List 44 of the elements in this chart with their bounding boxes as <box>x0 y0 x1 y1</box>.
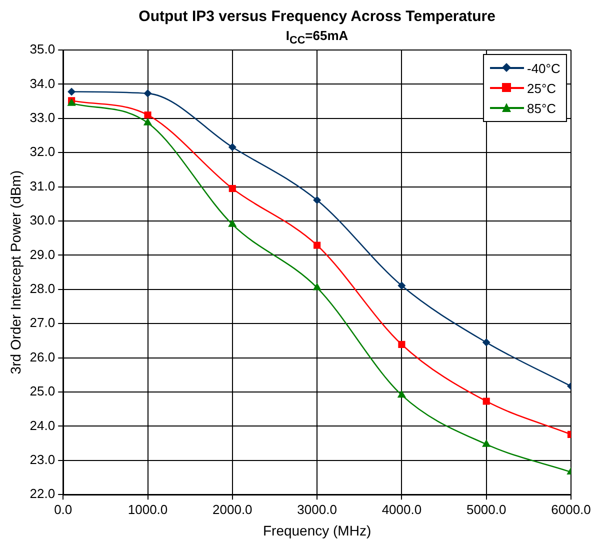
y-tick-label: 28.0 <box>30 280 56 296</box>
point <box>482 338 490 346</box>
point <box>314 242 321 249</box>
point <box>312 282 322 290</box>
y-tick-label: 25.0 <box>30 384 56 399</box>
y-tick-label: 32.0 <box>30 144 56 160</box>
y-tick-label: 34.0 <box>30 76 56 91</box>
legend-label: -40°C <box>527 60 560 76</box>
y-tick-label: 29.0 <box>30 246 56 262</box>
point <box>228 184 236 192</box>
y-tick-label: 24.0 <box>30 418 56 433</box>
y-tick-label: 23.0 <box>30 452 56 467</box>
chart-subtitle: I$_{CC}$=65mA <box>286 28 348 47</box>
x-tick-label: 6000.0 <box>551 502 591 517</box>
point <box>482 439 491 447</box>
y-tick-label: 22.0 <box>30 486 56 502</box>
point <box>144 111 152 119</box>
y-tick-label: 31.0 <box>30 178 56 194</box>
y-tick-label: 27.0 <box>30 315 56 330</box>
y-tick-label: 35.0 <box>30 42 56 57</box>
point <box>68 88 76 96</box>
y-tick-label: 26.0 <box>30 349 56 364</box>
point <box>143 118 152 126</box>
point <box>397 390 406 398</box>
x-tick-label: 1000.0 <box>128 502 168 517</box>
point <box>398 340 406 348</box>
point <box>144 89 152 98</box>
x-axis-title: Frequency (MHz) <box>262 522 372 538</box>
point <box>482 398 490 405</box>
point <box>313 196 322 204</box>
chart-title: Output IP3 versus Frequency Across Temperature <box>138 8 496 25</box>
y-tick-label: 30.0 <box>30 212 56 228</box>
x-tick-label: 5000.0 <box>466 502 506 517</box>
point <box>398 282 406 290</box>
legend-label: 25°C <box>527 80 556 96</box>
x-tick-label: 4000.0 <box>382 502 422 517</box>
y-axis-title: 3rd Order Intercept Power (dBm) <box>7 170 24 374</box>
x-tick-label: 3000.0 <box>297 502 337 517</box>
legend-label: 85°C <box>527 100 556 116</box>
x-tick-label: 2000.0 <box>212 502 252 517</box>
point <box>228 219 237 227</box>
y-tick-label: 33.0 <box>30 110 56 125</box>
point <box>228 143 236 152</box>
x-tick-label: 0.0 <box>54 502 72 517</box>
